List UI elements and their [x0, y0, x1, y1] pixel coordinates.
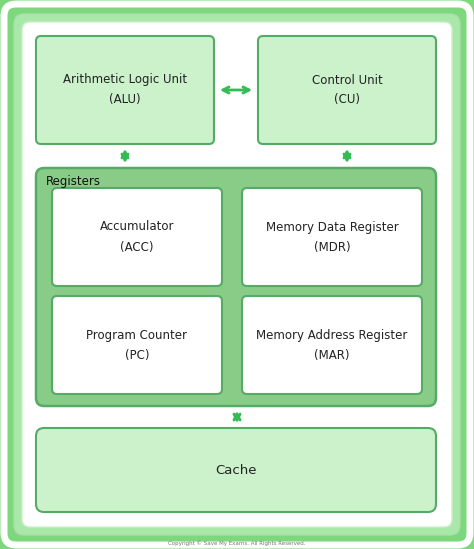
- FancyBboxPatch shape: [4, 4, 470, 545]
- FancyBboxPatch shape: [36, 168, 436, 406]
- FancyBboxPatch shape: [242, 296, 422, 394]
- Text: Cache: Cache: [215, 463, 257, 477]
- FancyBboxPatch shape: [52, 188, 222, 286]
- FancyBboxPatch shape: [36, 428, 436, 512]
- Text: Program Counter
(PC): Program Counter (PC): [86, 328, 188, 361]
- Text: Memory Data Register
(MDR): Memory Data Register (MDR): [265, 221, 398, 254]
- FancyBboxPatch shape: [52, 296, 222, 394]
- Text: Registers: Registers: [46, 176, 101, 188]
- Text: Control Unit
(CU): Control Unit (CU): [311, 74, 383, 107]
- FancyBboxPatch shape: [14, 14, 460, 535]
- FancyBboxPatch shape: [242, 188, 422, 286]
- FancyBboxPatch shape: [36, 36, 214, 144]
- FancyBboxPatch shape: [258, 36, 436, 144]
- FancyBboxPatch shape: [22, 22, 452, 527]
- Text: Arithmetic Logic Unit
(ALU): Arithmetic Logic Unit (ALU): [63, 74, 187, 107]
- Text: Copyright © Save My Exams. All Rights Reserved.: Copyright © Save My Exams. All Rights Re…: [168, 540, 306, 546]
- Text: Accumulator
(ACC): Accumulator (ACC): [100, 221, 174, 254]
- Text: Memory Address Register
(MAR): Memory Address Register (MAR): [256, 328, 408, 361]
